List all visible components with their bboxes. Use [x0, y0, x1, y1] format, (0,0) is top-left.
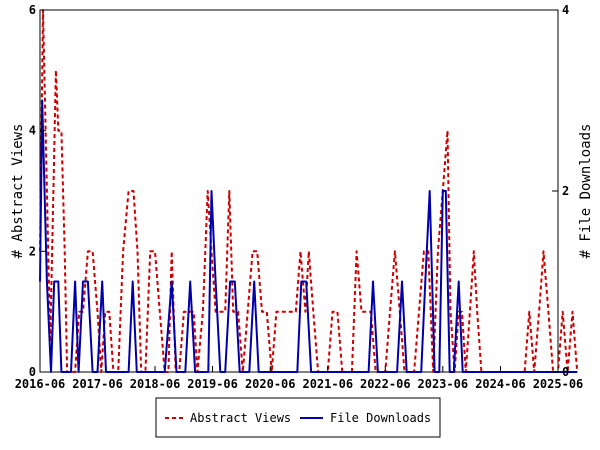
- legend: Abstract Views File Downloads: [155, 397, 441, 438]
- series-line-file-downloads: [39, 99, 578, 373]
- legend-label-file-downloads: File Downloads: [330, 411, 431, 425]
- legend-box: [155, 397, 441, 438]
- y-left-tick-label: 6: [29, 3, 36, 17]
- x-tick-label: 2016-06: [15, 377, 66, 391]
- x-tick-label: 2018-06: [130, 377, 181, 391]
- y-left-tick-label: 2: [29, 244, 36, 258]
- y-left-tick-label: 4: [29, 124, 36, 138]
- x-tick-label: 2022-06: [360, 377, 411, 391]
- y-left-tick-label: 0: [29, 365, 36, 379]
- x-tick-label: 2025-06: [533, 377, 584, 391]
- series-layer: [39, 9, 579, 373]
- x-axis: 2016-06 2017-06 2018-06 2019-06 2020-06 2021-…: [15, 366, 584, 391]
- y-right-tick-label: 4: [562, 3, 569, 17]
- y-left-axis-title: # Abstract Views: [10, 124, 26, 259]
- y-right-tick-label: 2: [562, 184, 569, 198]
- x-tick-label: 2017-06: [72, 377, 123, 391]
- plot-area: [39, 9, 579, 373]
- right-axis: 0 2 4: [552, 3, 569, 379]
- y-right-axis-title: # File Downloads: [578, 124, 594, 259]
- x-tick-label: 2019-06: [187, 377, 238, 391]
- y-right-tick-label: 0: [562, 365, 569, 379]
- x-tick-label: 2024-06: [475, 377, 526, 391]
- x-tick-label: 2020-06: [245, 377, 296, 391]
- left-axis: 0 2 4 6: [29, 3, 46, 379]
- x-tick-label: 2023-06: [418, 377, 469, 391]
- x-tick-label: 2021-06: [302, 377, 353, 391]
- legend-label-abstract-views: Abstract Views: [190, 411, 291, 425]
